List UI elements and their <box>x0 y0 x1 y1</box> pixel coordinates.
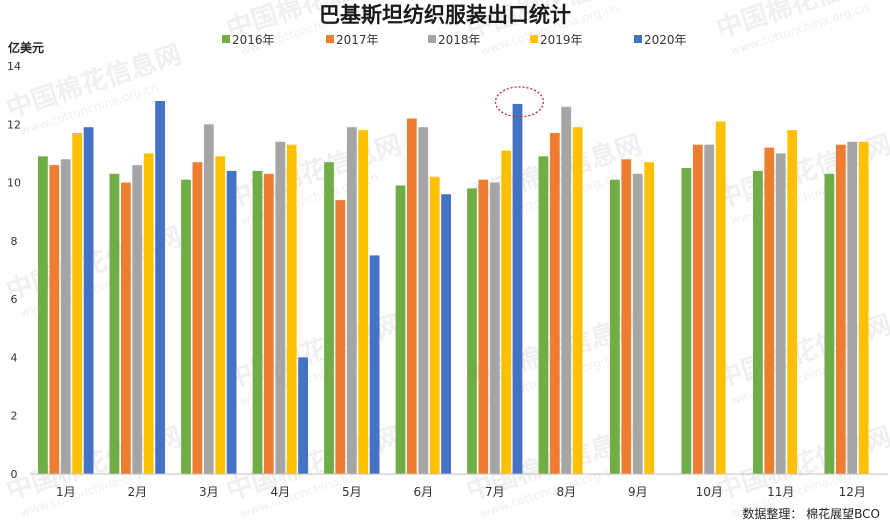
bar <box>155 101 165 474</box>
bar <box>418 127 429 474</box>
x-tick-label: 8月 <box>556 485 576 499</box>
bar <box>441 194 451 474</box>
y-axis-ticks: 0 2 4 6 8 10 12 14 <box>7 60 21 481</box>
bar <box>324 162 334 474</box>
annotation-ellipse <box>494 86 545 118</box>
bar <box>775 153 786 474</box>
y-axis-label: 亿美元 <box>8 40 44 55</box>
bar <box>764 147 775 474</box>
legend-label: 2020年 <box>644 33 687 47</box>
bar <box>132 165 143 474</box>
bar <box>38 156 48 475</box>
bar <box>572 127 583 474</box>
y-tick-label: 12 <box>7 118 21 131</box>
chart-title: 巴基斯坦纺织服装出口统计 <box>319 3 571 27</box>
bar <box>681 168 692 474</box>
bar <box>72 133 83 474</box>
legend-swatch <box>326 35 334 43</box>
bar <box>346 127 357 474</box>
y-tick-label: 10 <box>7 177 21 190</box>
highlight-annotation <box>494 86 545 118</box>
bar <box>561 106 572 475</box>
x-tick-label: 7月 <box>485 485 505 499</box>
bar <box>715 121 726 475</box>
bar <box>406 118 417 474</box>
bar <box>704 144 715 474</box>
bar <box>621 159 632 475</box>
bar <box>824 173 835 475</box>
y-tick-label: 2 <box>11 410 18 423</box>
y-tick-label: 14 <box>7 60 21 73</box>
legend-label: 2017年 <box>336 33 379 47</box>
bar <box>286 144 297 474</box>
bar <box>835 144 846 474</box>
legend-label: 2018年 <box>438 33 481 47</box>
bar <box>298 357 308 474</box>
bar <box>181 179 191 474</box>
y-tick-label: 8 <box>11 235 18 248</box>
x-tick-label: 11月 <box>767 485 794 499</box>
bar <box>858 141 869 475</box>
bar <box>192 162 203 474</box>
bar <box>215 156 226 475</box>
legend-swatch <box>428 35 436 43</box>
bar <box>109 173 120 475</box>
bar <box>549 133 560 474</box>
y-tick-label: 6 <box>11 293 18 306</box>
bar <box>226 170 237 474</box>
bar <box>49 165 60 474</box>
bar <box>429 176 440 474</box>
bar <box>369 255 380 474</box>
x-tick-label: 10月 <box>696 485 723 499</box>
bar <box>121 182 131 474</box>
x-tick-label: 5月 <box>342 485 362 499</box>
legend: 2016年 2017年 2018年 2019年 2020年 <box>222 33 687 47</box>
bar <box>644 162 655 474</box>
x-tick-label: 4月 <box>270 485 290 499</box>
legend-swatch <box>634 35 642 43</box>
bar <box>501 150 512 474</box>
x-tick-label: 12月 <box>839 485 866 499</box>
bar <box>203 124 214 475</box>
bar <box>395 185 406 474</box>
bar <box>610 179 620 474</box>
bar <box>60 159 71 475</box>
y-tick-label: 4 <box>11 351 18 364</box>
bar <box>753 170 763 474</box>
legend-label: 2019年 <box>540 33 583 47</box>
bar <box>538 156 549 475</box>
bar <box>847 141 858 475</box>
x-tick-label: 9月 <box>628 485 648 499</box>
bar <box>358 130 369 474</box>
bar <box>787 130 798 474</box>
legend-label: 2016年 <box>232 33 275 47</box>
bar <box>489 182 500 474</box>
bar <box>335 200 346 474</box>
x-tick-label: 1月 <box>56 485 76 499</box>
x-tick-label: 6月 <box>413 485 433 499</box>
bar <box>263 173 274 475</box>
bar <box>512 103 523 475</box>
legend-swatch <box>530 35 538 43</box>
bar <box>467 188 477 474</box>
bar <box>143 153 154 474</box>
bar <box>275 141 286 475</box>
bar <box>632 173 643 475</box>
x-tick-label: 3月 <box>199 485 219 499</box>
legend-swatch <box>222 35 230 43</box>
bars <box>38 101 869 475</box>
x-axis-ticks: 1月 2月 3月 4月 5月 6月 7月 8月 9月 10月 11月 12月 <box>56 485 866 499</box>
source-note: 数据整理： 棉花展望BCO <box>742 506 880 521</box>
x-tick-label: 2月 <box>127 485 147 499</box>
y-tick-label: 0 <box>11 468 18 481</box>
bar <box>692 144 703 474</box>
bar <box>252 170 263 474</box>
bar <box>478 179 489 474</box>
bar <box>83 127 94 474</box>
